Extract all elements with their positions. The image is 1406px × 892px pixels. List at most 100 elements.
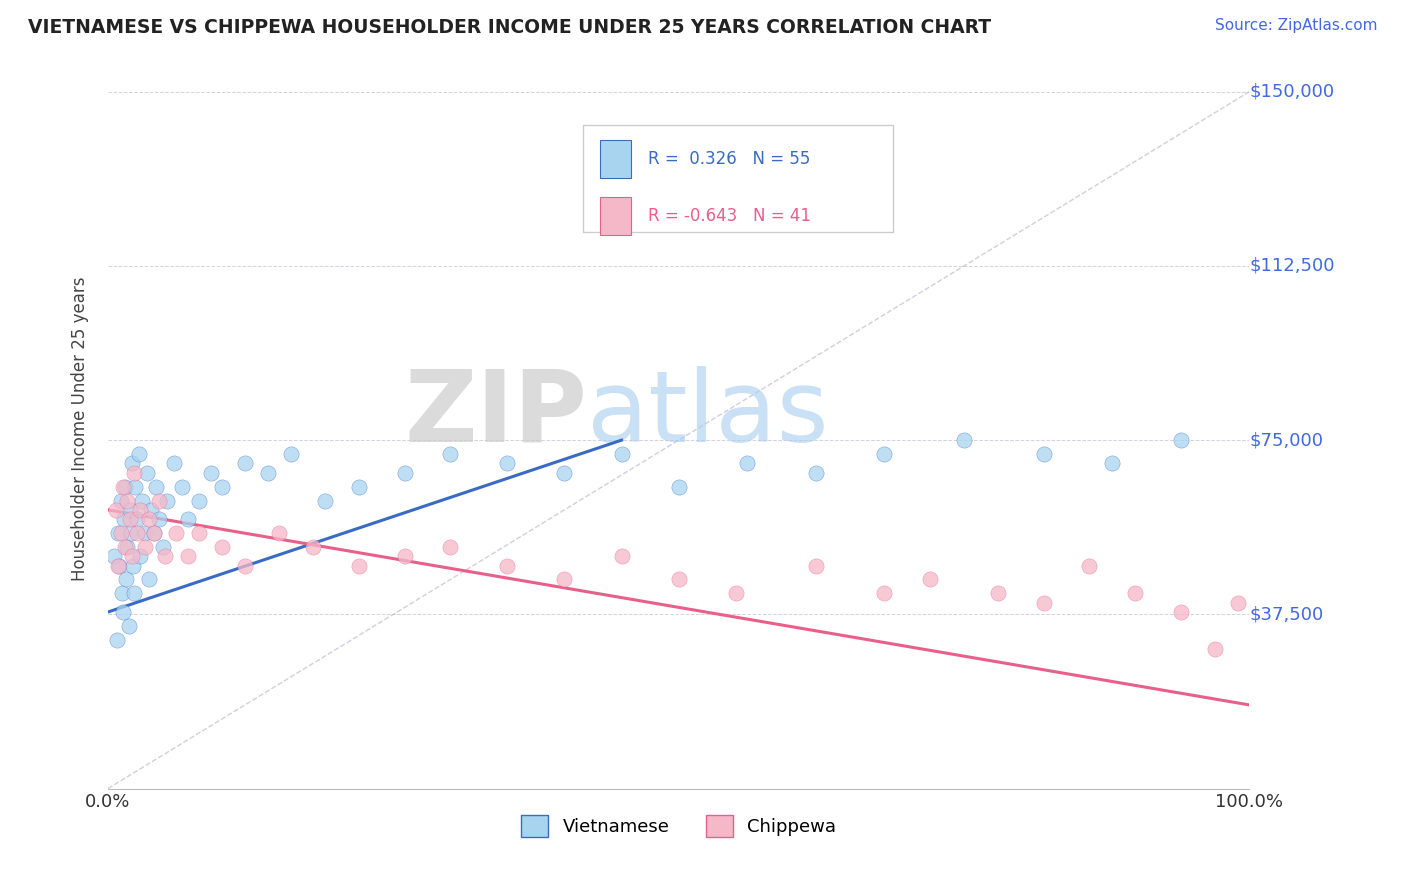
Point: [188, 526, 211, 541]
Point: [610, 447, 633, 461]
Point: [138, 573, 160, 587]
Point: [394, 549, 416, 564]
Text: VIETNAMESE VS CHIPPEWA HOUSEHOLDER INCOME UNDER 25 YEARS CORRELATION CHART: VIETNAMESE VS CHIPPEWA HOUSEHOLDER INCOM…: [28, 18, 991, 37]
Point: [172, 480, 194, 494]
Point: [804, 466, 827, 480]
Point: [233, 558, 256, 573]
Point: [163, 456, 186, 470]
Point: [124, 480, 146, 494]
Point: [108, 558, 131, 573]
Point: [134, 526, 156, 541]
Point: [1170, 605, 1192, 619]
Text: $150,000: $150,000: [1250, 83, 1334, 101]
Point: [211, 540, 233, 554]
Point: [610, 549, 633, 564]
Point: [553, 466, 575, 480]
Point: [129, 503, 152, 517]
Point: [152, 540, 174, 554]
Point: [804, 558, 827, 573]
Point: [1032, 596, 1054, 610]
Point: [953, 433, 976, 447]
Point: [496, 558, 519, 573]
Point: [233, 456, 256, 470]
Point: [177, 512, 200, 526]
Point: [1226, 596, 1249, 610]
Point: [105, 632, 128, 647]
Point: [107, 526, 129, 541]
Point: [122, 466, 145, 480]
Point: [142, 526, 165, 541]
Point: [135, 466, 157, 480]
Point: [103, 549, 125, 564]
Text: $75,000: $75,000: [1250, 431, 1323, 450]
Point: [1123, 586, 1146, 600]
Point: [496, 456, 519, 470]
Point: [211, 480, 233, 494]
Point: [122, 586, 145, 600]
Point: [117, 493, 139, 508]
Legend: Vietnamese, Chippewa: Vietnamese, Chippewa: [513, 808, 844, 845]
Point: [138, 512, 160, 526]
Text: R =  0.326   N = 55: R = 0.326 N = 55: [648, 150, 810, 168]
Point: [128, 447, 150, 461]
Point: [111, 480, 134, 494]
Point: [118, 503, 141, 517]
Point: [873, 586, 896, 600]
Point: [145, 480, 167, 494]
Point: [153, 549, 176, 564]
Point: [724, 586, 747, 600]
Point: [115, 573, 138, 587]
Point: [188, 493, 211, 508]
Point: [121, 456, 143, 470]
Point: [134, 540, 156, 554]
Point: [668, 573, 690, 587]
Point: [668, 480, 690, 494]
Point: [125, 526, 148, 541]
Point: [117, 619, 139, 633]
Point: [918, 573, 941, 587]
Point: [107, 558, 129, 573]
Point: [118, 512, 141, 526]
Point: [120, 526, 142, 541]
Point: [1032, 447, 1054, 461]
Point: [439, 447, 461, 461]
Point: [122, 558, 145, 573]
Point: [156, 493, 179, 508]
Point: [1078, 558, 1101, 573]
Point: [873, 447, 896, 461]
Point: [1101, 456, 1123, 470]
Point: [110, 526, 132, 541]
Point: [302, 540, 325, 554]
Point: [110, 493, 132, 508]
Text: $37,500: $37,500: [1250, 606, 1323, 624]
Point: [439, 540, 461, 554]
Point: [111, 605, 134, 619]
Point: [1204, 642, 1226, 657]
Point: [166, 526, 188, 541]
Point: [1170, 433, 1192, 447]
Point: [735, 456, 758, 470]
Text: Source: ZipAtlas.com: Source: ZipAtlas.com: [1215, 18, 1378, 33]
Point: [987, 586, 1010, 600]
Point: [269, 526, 291, 541]
Point: [112, 512, 135, 526]
Point: [129, 549, 152, 564]
Point: [148, 493, 170, 508]
Point: [280, 447, 302, 461]
Point: [347, 480, 370, 494]
Point: [131, 493, 153, 508]
Text: ZIP: ZIP: [405, 366, 588, 463]
Point: [142, 526, 165, 541]
Point: [177, 549, 200, 564]
Point: [121, 549, 143, 564]
Text: atlas: atlas: [588, 366, 830, 463]
Point: [347, 558, 370, 573]
Point: [114, 540, 136, 554]
Text: R = -0.643   N = 41: R = -0.643 N = 41: [648, 207, 811, 225]
Y-axis label: Householder Income Under 25 years: Householder Income Under 25 years: [72, 277, 89, 581]
Point: [117, 540, 139, 554]
Point: [553, 573, 575, 587]
Point: [148, 512, 170, 526]
Point: [111, 586, 134, 600]
Point: [394, 466, 416, 480]
